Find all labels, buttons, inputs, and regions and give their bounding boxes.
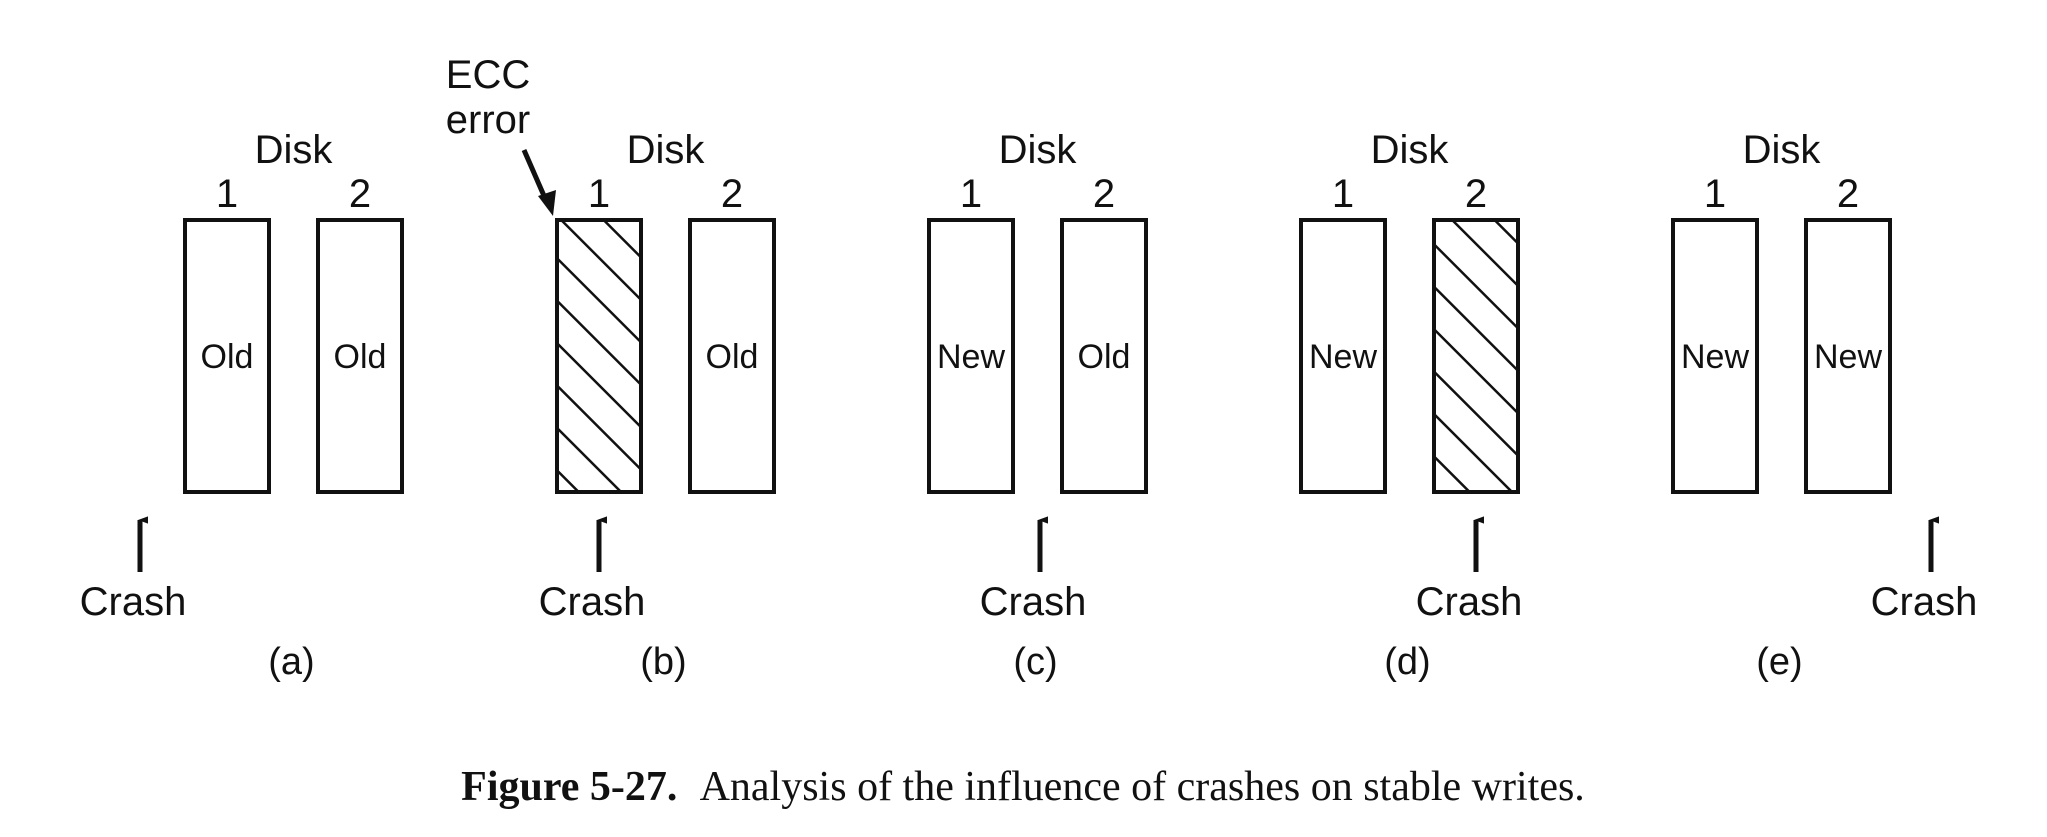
disk-1-block: [1299, 218, 1387, 494]
disk-1-content-label: New: [1309, 338, 1377, 376]
crash-label: Crash: [1871, 580, 1978, 624]
disk-number-2: 2: [1837, 172, 1859, 216]
disk-1-block: [183, 218, 271, 494]
panel-label-b: (b): [640, 641, 686, 683]
disk-heading: Disk: [1371, 128, 1450, 172]
disk-1-content-label: New: [1681, 338, 1749, 376]
disk-1-block: [927, 218, 1015, 494]
panel-a: Disk 1 2 Old Old Crash (a): [80, 128, 404, 683]
disk-number-1: 1: [588, 172, 610, 216]
disk-number-1: 1: [1332, 172, 1354, 216]
error-label: error: [446, 98, 530, 142]
panel-label-a: (a): [268, 641, 314, 683]
crash-label: Crash: [80, 580, 187, 624]
disk-2-content-label: Old: [334, 338, 387, 376]
disk-1-content-label: Old: [201, 338, 254, 376]
figure-number: Figure 5-27.: [461, 764, 677, 810]
crash-label: Crash: [980, 580, 1087, 624]
disk-number-2: 2: [349, 172, 371, 216]
ecc-label: ECC: [446, 53, 530, 97]
disk-heading: Disk: [1743, 128, 1822, 172]
figure-caption-text: Analysis of the influence of crashes on …: [700, 764, 1585, 810]
disk-2-block: [1060, 218, 1148, 494]
disk-number-1: 1: [1704, 172, 1726, 216]
ecc-error-annotation: ECC error: [446, 53, 556, 216]
disk-1-corrupted-block: [555, 218, 643, 494]
disk-2-content-label: Old: [1078, 338, 1131, 376]
disk-number-2: 2: [721, 172, 743, 216]
crash-label: Crash: [1416, 580, 1523, 624]
disk-number-2: 2: [1093, 172, 1115, 216]
panel-label-e: (e): [1756, 641, 1802, 683]
disk-2-block: [1804, 218, 1892, 494]
disk-2-content-label: New: [1814, 338, 1882, 376]
crash-label: Crash: [539, 580, 646, 624]
disk-1-block: [1671, 218, 1759, 494]
panel-d: Disk 1 2 New Crash (d): [1299, 128, 1523, 683]
panel-label-c: (c): [1013, 641, 1057, 683]
disk-number-1: 1: [216, 172, 238, 216]
panel-b: Disk 1 2 Old Crash (b): [539, 128, 776, 683]
panel-e: Disk 1 2 New New Crash (e): [1671, 128, 1978, 683]
panel-label-d: (d): [1384, 641, 1430, 683]
disk-2-content-label: Old: [706, 338, 759, 376]
figure-caption: Figure 5-27. Analysis of the influence o…: [461, 764, 1585, 810]
ecc-arrow-head: [538, 190, 556, 216]
disk-number-2: 2: [1465, 172, 1487, 216]
disk-2-corrupted-block: [1432, 218, 1520, 494]
disk-2-block: [316, 218, 404, 494]
disk-heading: Disk: [627, 128, 706, 172]
disk-heading: Disk: [255, 128, 334, 172]
disk-number-1: 1: [960, 172, 982, 216]
panel-c: Disk 1 2 New Old Crash (c): [927, 128, 1148, 683]
disk-heading: Disk: [999, 128, 1078, 172]
disk-1-content-label: New: [937, 338, 1005, 376]
disk-2-block: [688, 218, 776, 494]
